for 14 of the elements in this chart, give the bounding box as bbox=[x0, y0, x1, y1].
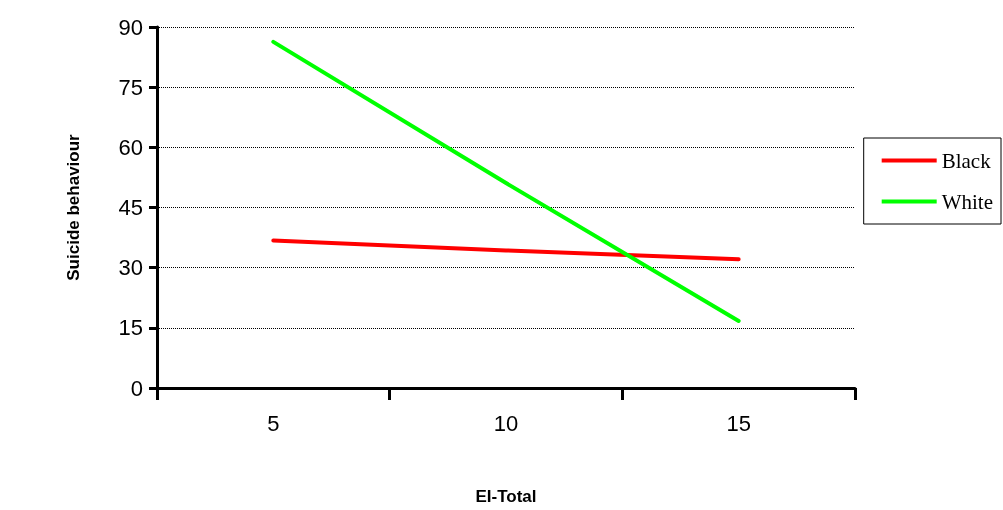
x-tick-label: 10 bbox=[493, 410, 519, 436]
y-tick-label: 15 bbox=[118, 315, 143, 341]
y-tick-label: 90 bbox=[118, 14, 143, 40]
legend-label: White bbox=[941, 189, 993, 214]
legend-label: Black bbox=[941, 148, 992, 173]
x-tick-label: 15 bbox=[726, 410, 751, 436]
x-tick-label: 5 bbox=[267, 410, 280, 436]
y-axis-title: Suicide behaviour bbox=[64, 133, 83, 281]
y-tick-label: 60 bbox=[118, 134, 143, 160]
x-axis-title: EI-Total bbox=[475, 487, 537, 506]
y-tick-label: 0 bbox=[130, 375, 143, 401]
y-tick-label: 30 bbox=[118, 255, 143, 281]
y-tick-label: 45 bbox=[118, 195, 143, 220]
y-tick-label: 75 bbox=[118, 74, 143, 100]
